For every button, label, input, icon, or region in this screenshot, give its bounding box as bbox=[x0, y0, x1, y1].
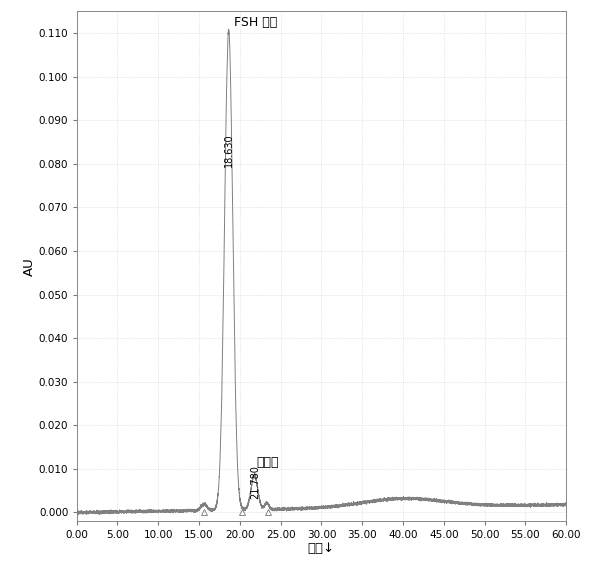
Y-axis label: AU: AU bbox=[23, 257, 36, 276]
Text: FSH 主峰: FSH 主峰 bbox=[234, 16, 277, 28]
Text: 亚基峰: 亚基峰 bbox=[257, 456, 279, 469]
Text: 21.780: 21.780 bbox=[250, 465, 260, 499]
Text: 18.630: 18.630 bbox=[224, 134, 234, 167]
X-axis label: 分钟↓: 分钟↓ bbox=[308, 542, 335, 555]
